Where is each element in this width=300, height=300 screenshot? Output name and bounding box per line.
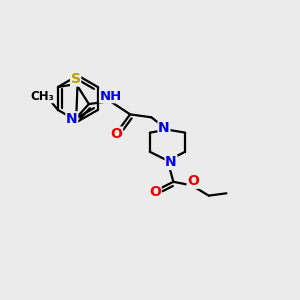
Text: O: O: [187, 174, 199, 188]
Text: O: O: [111, 127, 122, 141]
Text: S: S: [70, 72, 81, 86]
Text: CH₃: CH₃: [31, 90, 54, 103]
Text: N: N: [158, 121, 170, 135]
Text: N: N: [66, 112, 78, 126]
Text: O: O: [149, 184, 161, 199]
Text: N: N: [165, 155, 177, 170]
Text: NH: NH: [100, 90, 122, 103]
